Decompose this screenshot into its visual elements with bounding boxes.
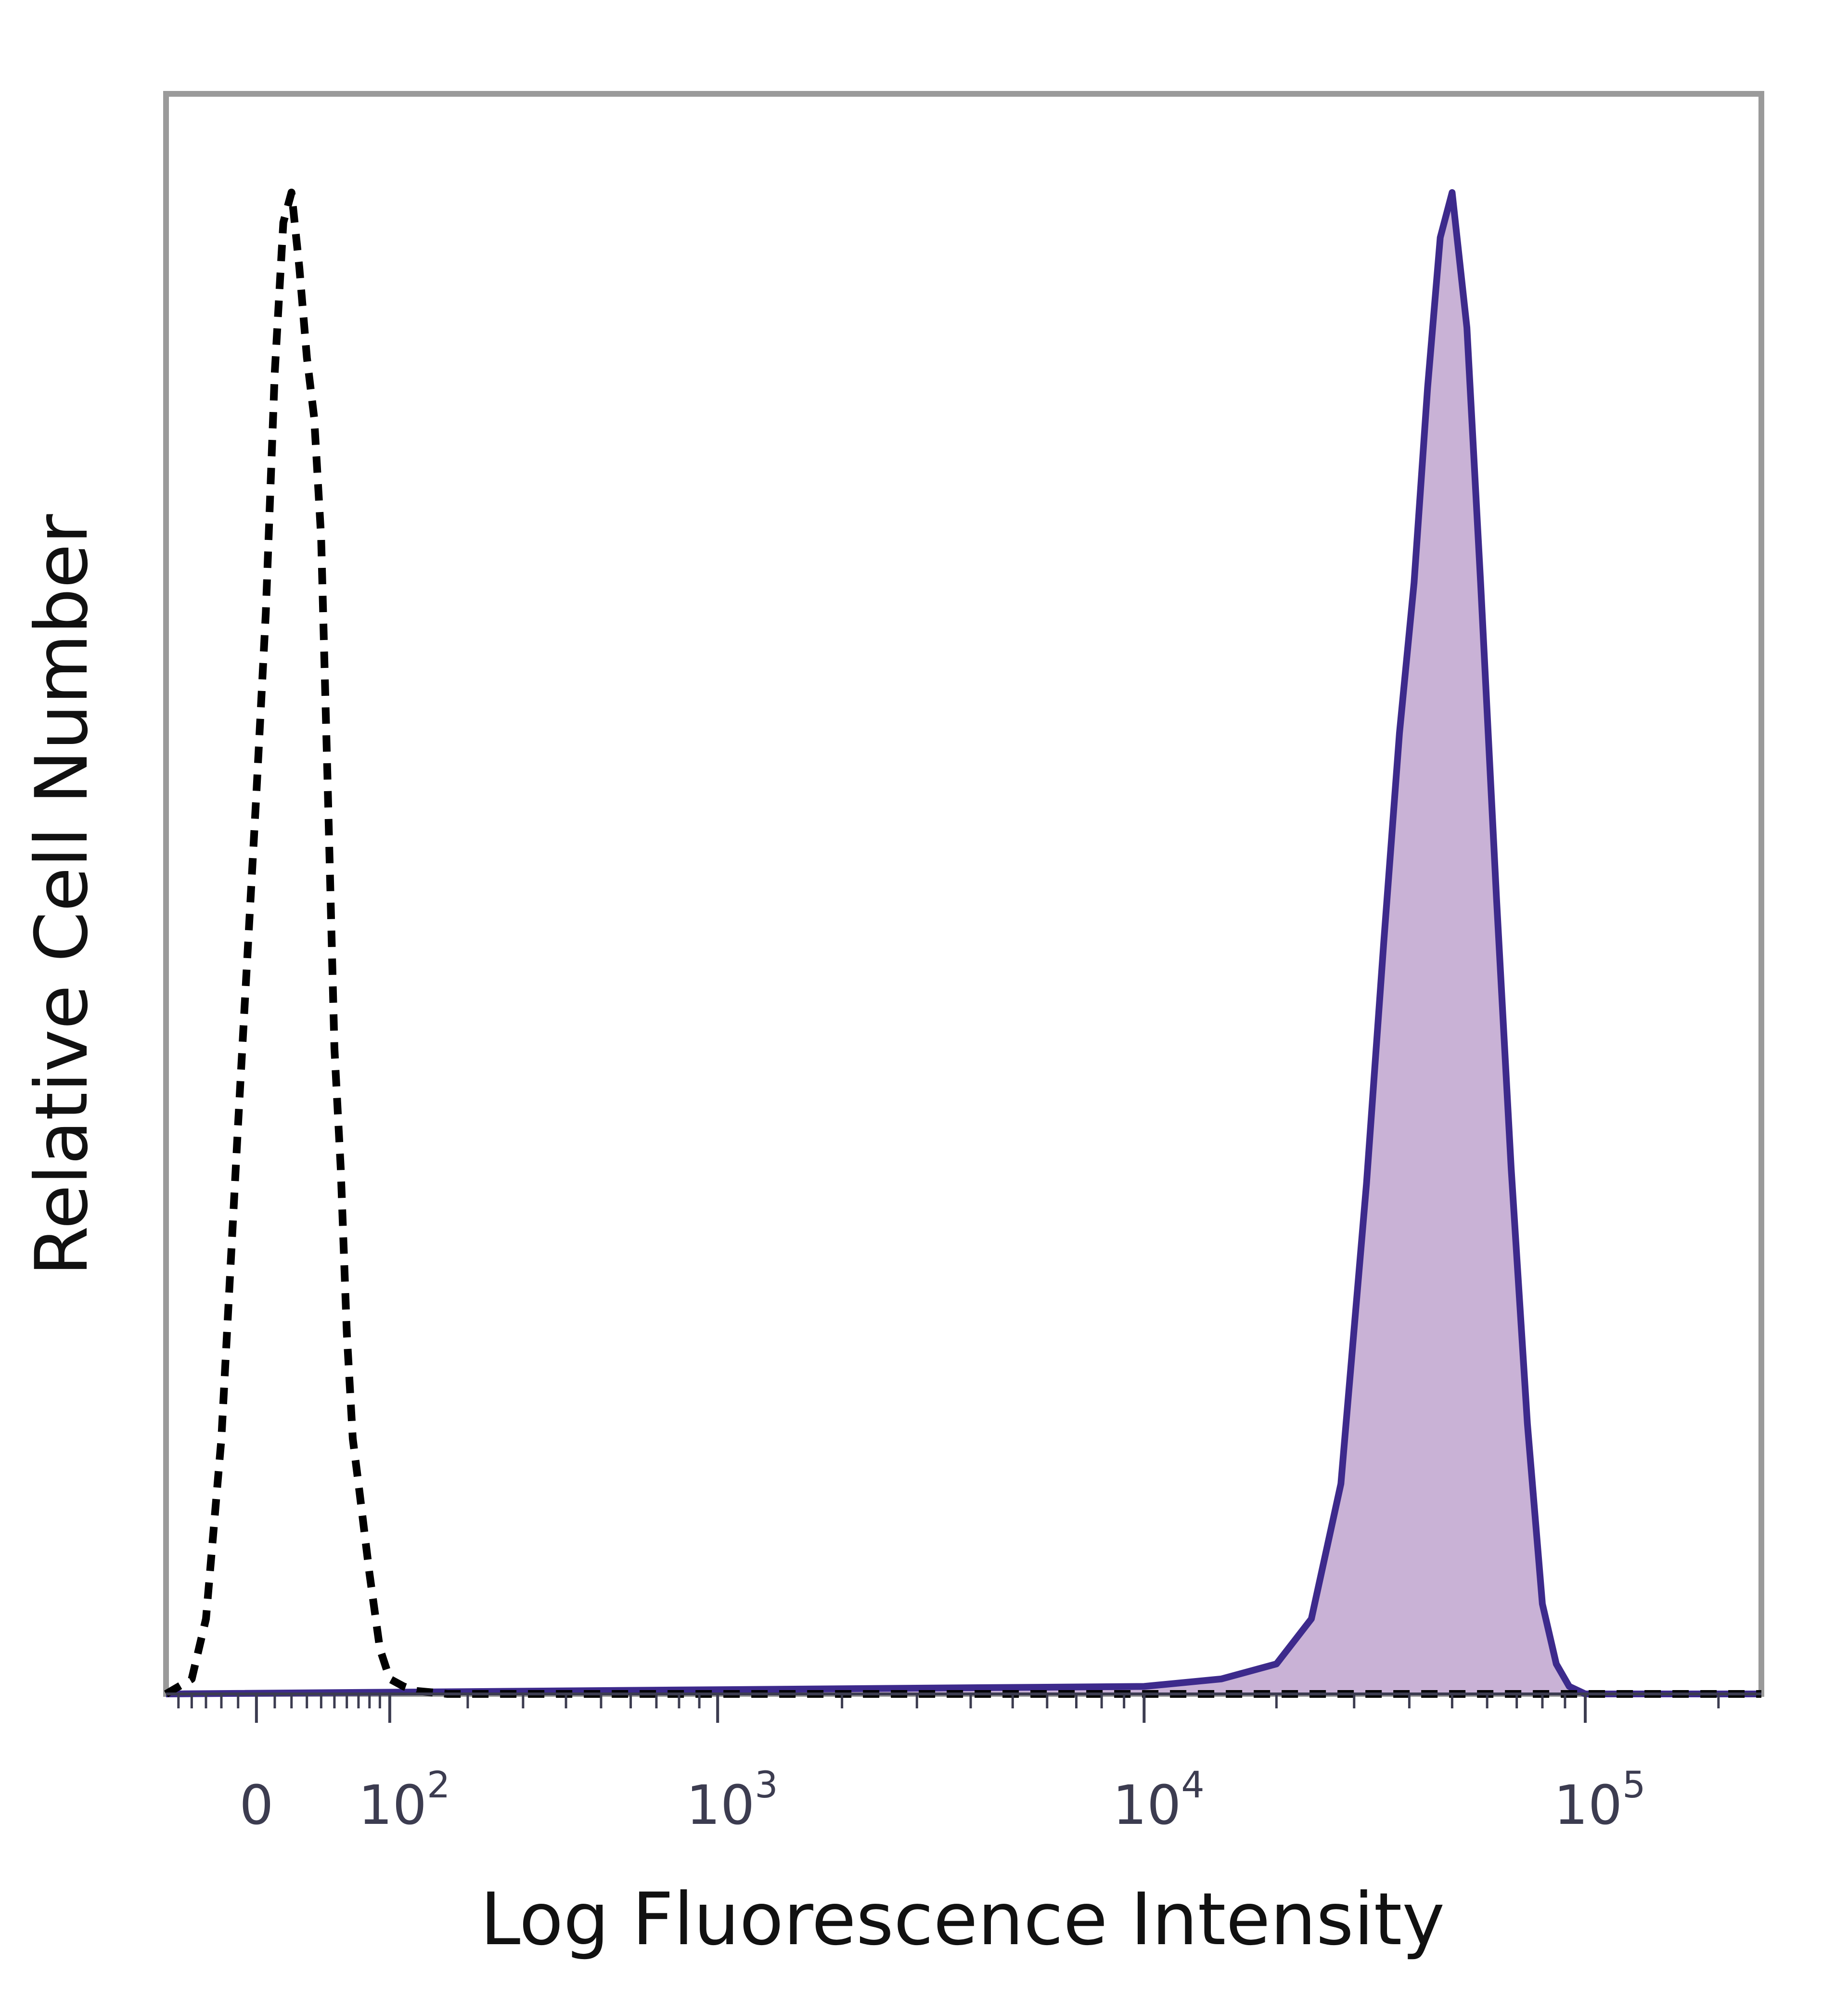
x-tick-label-base: 10 bbox=[686, 1774, 755, 1837]
x-tick-label-base: 10 bbox=[1554, 1774, 1623, 1837]
x-tick-label-exponent: 4 bbox=[1181, 1763, 1204, 1806]
series-1-fill bbox=[166, 192, 1761, 1694]
x-tick-label-base: 10 bbox=[358, 1774, 427, 1837]
series-1-line bbox=[166, 189, 1761, 1697]
x-tick-label: 104 bbox=[1113, 1763, 1205, 1837]
y-axis-title: Relative Cell Number bbox=[20, 514, 104, 1276]
x-tick-label: 0 bbox=[239, 1774, 273, 1837]
x-tick-label: 105 bbox=[1554, 1763, 1646, 1837]
x-tick-label-exponent: 2 bbox=[427, 1763, 450, 1806]
x-tick-layer bbox=[177, 1694, 1720, 1723]
x-tick-label-layer: 0 102 103 104 105 bbox=[239, 1763, 1645, 1837]
x-tick-label-exponent: 3 bbox=[755, 1763, 778, 1806]
series-0-line bbox=[164, 189, 1761, 1698]
series-layer bbox=[164, 189, 1761, 1698]
x-axis-title: Log Fluorescence Intensity bbox=[480, 1878, 1445, 1962]
x-tick-label-exponent: 5 bbox=[1622, 1763, 1645, 1806]
x-tick-label: 103 bbox=[686, 1763, 778, 1837]
x-tick-label-base: 0 bbox=[239, 1774, 273, 1837]
x-tick-label-base: 10 bbox=[1113, 1774, 1181, 1837]
x-tick-label: 102 bbox=[358, 1763, 450, 1837]
